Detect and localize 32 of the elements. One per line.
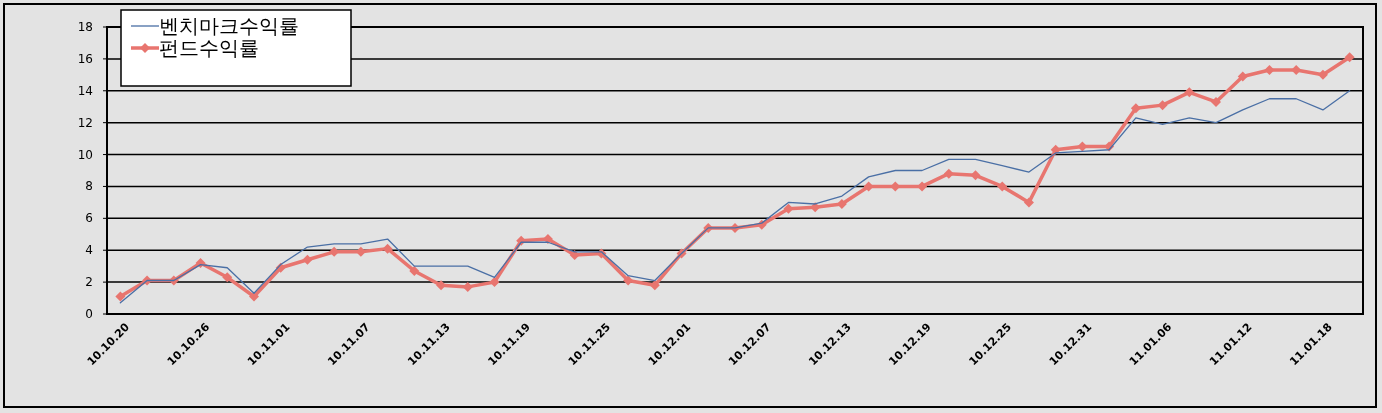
legend-label: 벤치마크수익률 — [159, 14, 299, 38]
point — [569, 250, 580, 261]
point — [1237, 71, 1248, 82]
point — [943, 168, 954, 179]
point — [489, 277, 500, 288]
point — [1130, 103, 1141, 114]
point — [970, 170, 981, 181]
point — [1344, 52, 1355, 63]
y-tick-label: 4 — [85, 243, 93, 258]
point — [1211, 96, 1222, 107]
point — [115, 291, 126, 302]
y-tick-label: 18 — [77, 20, 93, 34]
point — [382, 243, 393, 254]
y-tick-label: 10 — [77, 147, 93, 162]
point — [1184, 87, 1195, 98]
point — [917, 181, 928, 192]
point — [997, 181, 1008, 192]
legend-label: 펀드수익률 — [159, 36, 259, 60]
point — [623, 275, 634, 286]
y-tick-label: 8 — [85, 179, 93, 194]
y-tick-label: 14 — [77, 83, 93, 98]
point — [222, 272, 233, 283]
y-tick-label: 16 — [77, 51, 93, 66]
point — [409, 265, 420, 276]
y-tick-label: 6 — [85, 211, 93, 226]
point — [302, 254, 313, 265]
point — [1317, 69, 1328, 80]
point — [1023, 197, 1034, 208]
y-tick-label: 12 — [77, 115, 93, 130]
point — [649, 280, 660, 291]
y-tick-label: 0 — [85, 307, 93, 321]
y-tick-label: 2 — [85, 275, 93, 290]
